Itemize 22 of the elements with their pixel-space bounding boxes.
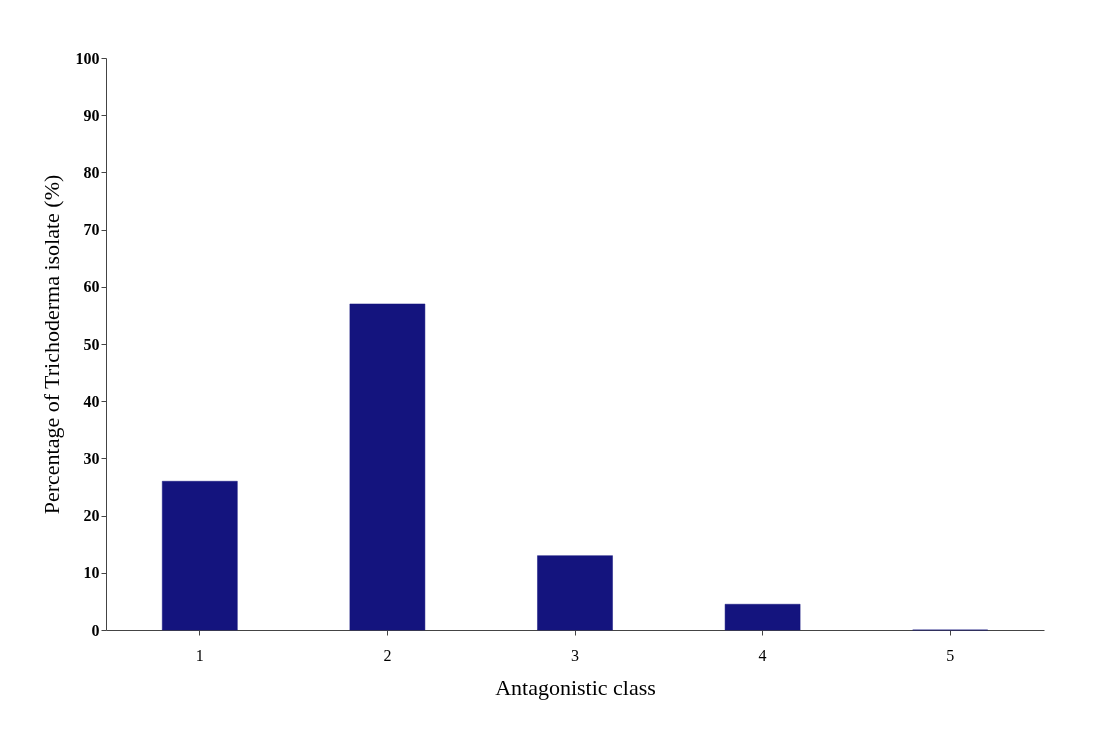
y-tick-label: 30	[83, 449, 100, 467]
x-tick-label: 2	[383, 646, 392, 664]
y-tick-label: 90	[83, 106, 100, 124]
bar	[162, 481, 238, 631]
y-tick-label: 20	[83, 507, 100, 525]
x-tick-label: 3	[571, 646, 579, 664]
x-axis-title: Antagonistic class	[495, 674, 656, 700]
y-axis-title: Percentage of Trichoderma isolate (%)	[38, 174, 64, 515]
bar	[537, 555, 613, 631]
y-tick-label: 100	[75, 49, 100, 67]
bar	[349, 303, 426, 631]
x-tick-label: 4	[758, 646, 767, 664]
y-tick-label: 10	[83, 564, 100, 582]
x-tick-label: 1	[195, 646, 204, 664]
y-tick-label: 80	[83, 163, 100, 181]
bar	[724, 604, 801, 631]
y-tick-label: 60	[83, 278, 100, 296]
y-tick-label: 70	[83, 221, 100, 239]
y-tick-label: 40	[83, 392, 100, 410]
y-tick-label: 50	[83, 335, 100, 353]
x-tick-label: 5	[946, 646, 955, 664]
y-tick-label: 0	[91, 621, 100, 639]
